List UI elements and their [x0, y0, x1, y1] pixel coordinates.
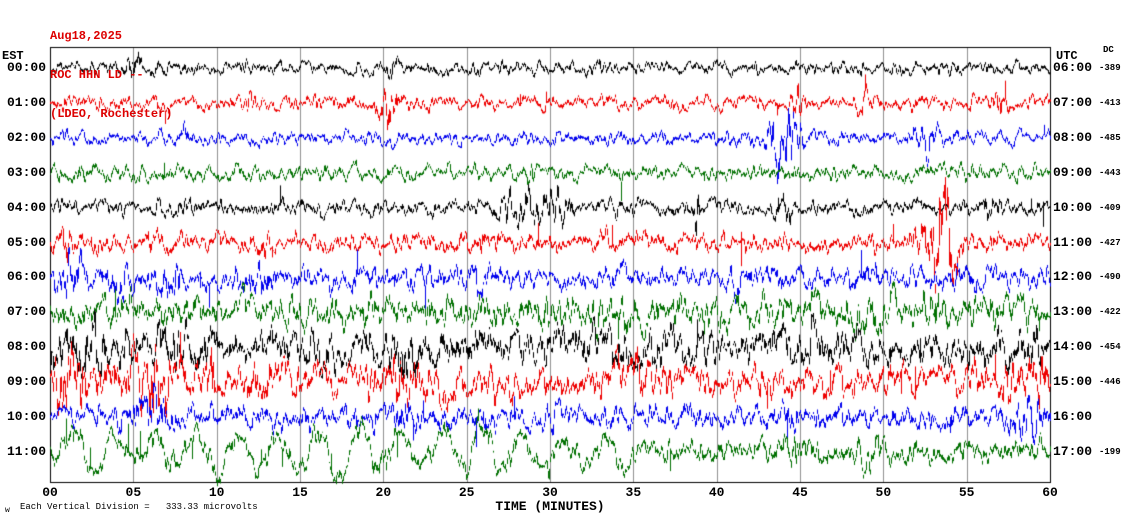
title-station: ROC HHN LD -- [50, 68, 144, 82]
est-time-label: 04:00 [6, 199, 46, 215]
x-tick-label: 30 [542, 485, 558, 500]
est-time-label: 09:00 [6, 374, 46, 390]
dc-offset-value: -443 [1099, 167, 1121, 178]
dc-column-header: DC [1103, 45, 1114, 55]
scale-note: Each Vertical Division = 333.33 microvol… [20, 502, 258, 512]
utc-time-label: 08:00 [1053, 129, 1093, 145]
utc-time-label: 13:00 [1053, 304, 1093, 320]
utc-time-label: 14:00 [1053, 339, 1093, 355]
title-location: (LDEO, Rochester) [50, 107, 173, 121]
x-axis-label: TIME (MINUTES) [495, 499, 605, 514]
est-time-label: 06:00 [6, 269, 46, 285]
x-tick-label: 40 [708, 485, 725, 500]
dc-offset-value: -413 [1099, 97, 1121, 108]
est-time-label: 10:00 [6, 409, 46, 424]
utc-time-label: 09:00 [1053, 164, 1093, 180]
dc-offset-value: -389 [1099, 63, 1121, 73]
x-tick-label: 45 [792, 485, 808, 500]
title-date: Aug18,2025 [50, 29, 123, 43]
dc-offset-value: -446 [1099, 377, 1121, 388]
est-time-label: 01:00 [6, 94, 46, 110]
x-tick-label: 50 [875, 485, 892, 500]
est-time-label: 11:00 [6, 443, 46, 459]
dc-offset-value: -485 [1099, 132, 1121, 143]
utc-time-label: 06:00 [1053, 60, 1093, 75]
utc-time-label: 17:00 [1053, 443, 1093, 459]
corner-mark: w [5, 506, 10, 515]
dc-offset-value: -422 [1099, 307, 1121, 318]
dc-offset-value: -427 [1099, 237, 1121, 248]
left-timezone-label: EST [2, 49, 24, 63]
x-tick-label: 00 [42, 485, 58, 500]
est-time-label: 00:00 [6, 60, 46, 75]
utc-time-label: 12:00 [1053, 269, 1093, 285]
utc-time-label: 16:00 [1053, 409, 1093, 424]
est-time-label: 02:00 [6, 129, 46, 145]
x-tick-label: 35 [625, 485, 642, 500]
est-time-label: 05:00 [6, 234, 46, 250]
x-tick-label: 20 [375, 485, 392, 500]
dc-offset-value: -454 [1099, 342, 1121, 353]
x-tick-label: 25 [458, 485, 475, 500]
utc-time-label: 15:00 [1053, 374, 1093, 390]
est-time-label: 07:00 [6, 304, 46, 320]
right-timezone-label: UTC [1056, 49, 1078, 63]
dc-offset-value: -409 [1099, 202, 1121, 213]
dc-offset-value: -199 [1099, 446, 1121, 457]
dc-offset-value: -490 [1099, 272, 1121, 283]
x-tick-label: 05 [125, 485, 142, 500]
title-block: Aug18,2025 ROC HHN LD -- (LDEO, Rocheste… [50, 4, 172, 147]
utc-time-label: 11:00 [1053, 234, 1093, 250]
x-tick-label: 60 [1042, 485, 1058, 500]
x-tick-label: 55 [958, 485, 975, 500]
x-tick-label: 10 [208, 485, 225, 500]
utc-time-label: 10:00 [1053, 199, 1093, 215]
x-tick-label: 15 [292, 485, 308, 500]
est-time-label: 08:00 [6, 339, 46, 355]
utc-time-label: 07:00 [1053, 94, 1093, 110]
est-time-label: 03:00 [6, 164, 46, 180]
